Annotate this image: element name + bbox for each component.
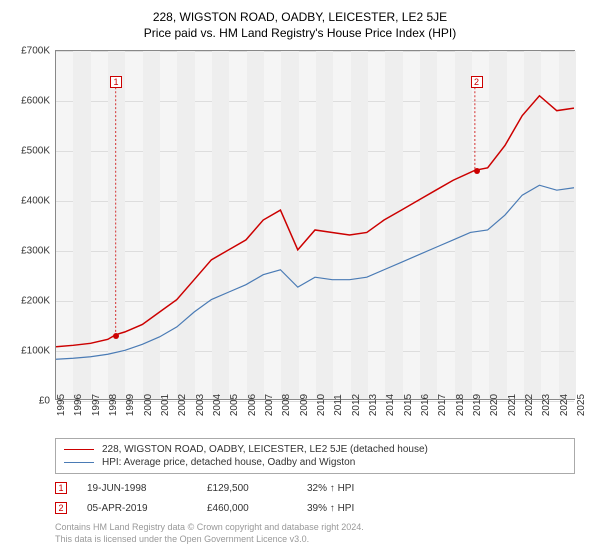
y-tick-label: £400K (21, 196, 50, 207)
transaction-marker-dot (113, 333, 119, 339)
transaction-price: £460,000 (207, 503, 307, 514)
legend-item: HPI: Average price, detached house, Oadb… (64, 456, 566, 469)
transaction-marker-box: 2 (471, 76, 483, 88)
transaction-hpi-delta: 32% ↑ HPI (307, 483, 387, 494)
y-tick-label: £0 (39, 396, 50, 407)
chart-title-address: 228, WIGSTON ROAD, OADBY, LEICESTER, LE2… (15, 10, 585, 24)
footer: Contains HM Land Registry data © Crown c… (55, 522, 585, 545)
footer-line2: This data is licensed under the Open Gov… (55, 534, 585, 546)
chart-svg (56, 51, 574, 399)
legend-label: HPI: Average price, detached house, Oadb… (102, 457, 355, 468)
y-axis: £0£100K£200K£300K£400K£500K£600K£700K (14, 51, 54, 399)
legend-item: 228, WIGSTON ROAD, OADBY, LEICESTER, LE2… (64, 443, 566, 456)
legend: 228, WIGSTON ROAD, OADBY, LEICESTER, LE2… (55, 438, 575, 474)
plot-area: £0£100K£200K£300K£400K£500K£600K£700K 19… (55, 50, 575, 400)
transaction-row: 1 19-JUN-1998£129,50032% ↑ HPI (55, 482, 575, 494)
x-tick-label: 2025 (576, 394, 587, 416)
transaction-hpi-delta: 39% ↑ HPI (307, 503, 387, 514)
x-axis: 1995199619971998199920002001200220032004… (56, 401, 574, 431)
transaction-row: 2 05-APR-2019£460,00039% ↑ HPI (55, 502, 575, 514)
transaction-date: 05-APR-2019 (87, 503, 207, 514)
y-tick-label: £100K (21, 346, 50, 357)
series-line-property (56, 96, 574, 347)
transactions-list: 1 19-JUN-1998£129,50032% ↑ HPI 2 05-APR-201… (15, 482, 585, 514)
transaction-date: 19-JUN-1998 (87, 483, 207, 494)
transaction-price: £129,500 (207, 483, 307, 494)
transaction-marker-ref: 1 (55, 482, 67, 494)
transaction-marker-box: 1 (110, 76, 122, 88)
transaction-marker-ref: 2 (55, 502, 67, 514)
legend-swatch (64, 462, 94, 463)
legend-label: 228, WIGSTON ROAD, OADBY, LEICESTER, LE2… (102, 444, 428, 455)
transaction-marker-dot (474, 168, 480, 174)
legend-swatch (64, 449, 94, 451)
y-tick-label: £500K (21, 146, 50, 157)
y-tick-label: £300K (21, 246, 50, 257)
footer-line1: Contains HM Land Registry data © Crown c… (55, 522, 585, 534)
series-line-hpi (56, 185, 574, 359)
chart-container: 228, WIGSTON ROAD, OADBY, LEICESTER, LE2… (0, 0, 600, 560)
chart-subtitle: Price paid vs. HM Land Registry's House … (15, 26, 585, 40)
y-tick-label: £200K (21, 296, 50, 307)
y-tick-label: £700K (21, 46, 50, 57)
y-tick-label: £600K (21, 96, 50, 107)
